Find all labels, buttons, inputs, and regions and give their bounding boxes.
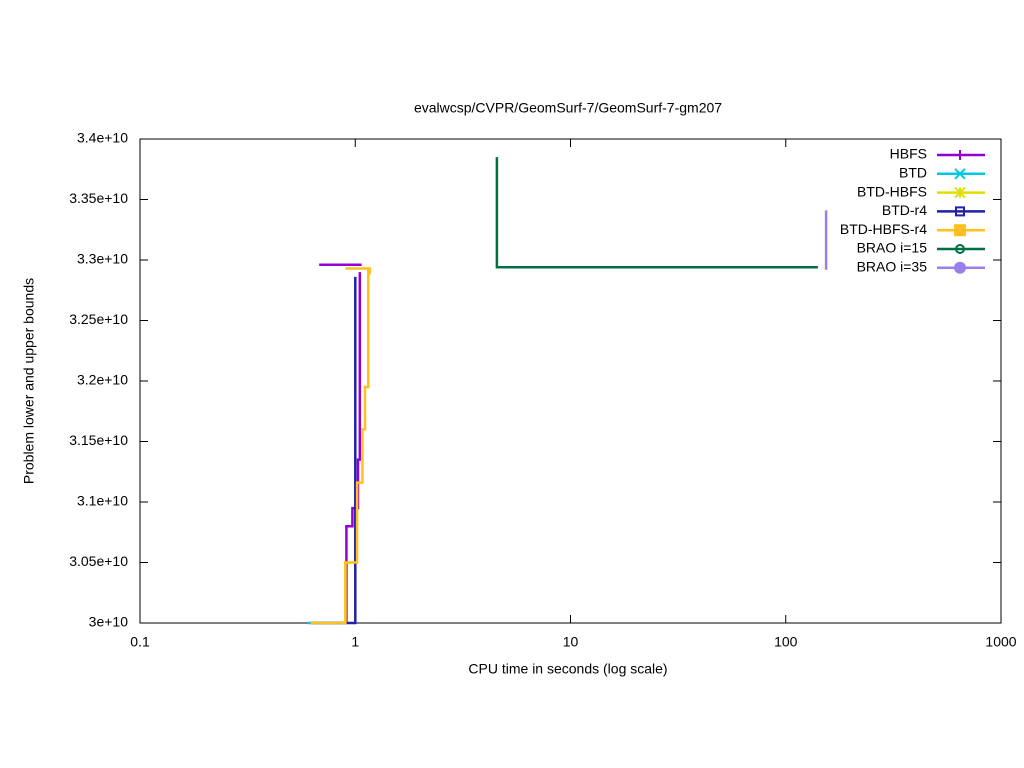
y-tick-label: 3e+10: [89, 614, 129, 630]
x-axis-label: CPU time in seconds (log scale): [468, 661, 667, 677]
series-line: [495, 157, 818, 269]
legend-marker: [955, 244, 965, 254]
legend-label: BTD-HBFS: [857, 183, 927, 199]
legend-marker: [954, 224, 966, 237]
legend-marker: [954, 168, 966, 180]
plot-border: [139, 138, 1002, 624]
x-tick-label: 1: [351, 634, 359, 650]
x-tick-label: 100: [774, 634, 798, 650]
legend-label: BTD-HBFS-r4: [840, 221, 927, 237]
series-line: [824, 210, 828, 270]
legend-label: BRAO i=15: [857, 240, 928, 256]
legend-marker: [954, 186, 966, 199]
chart-title: evalwcsp/CVPR/GeomSurf-7/GeomSurf-7-gm20…: [414, 100, 722, 116]
legend-label: HBFS: [890, 146, 927, 162]
y-tick-label: 3.05e+10: [69, 553, 128, 569]
y-tick-label: 3.1e+10: [77, 493, 128, 509]
y-tick-label: 3.3e+10: [77, 251, 128, 267]
legend-marker: [955, 150, 965, 160]
y-tick-label: 3.25e+10: [69, 311, 128, 327]
legend-marker: [954, 261, 966, 274]
series-line: [310, 267, 372, 625]
y-tick-label: 3.4e+10: [77, 130, 128, 146]
y-tick-label: 3.15e+10: [69, 432, 128, 448]
y-tick-label: 3.2e+10: [77, 372, 128, 388]
x-tick-label: 0.1: [130, 634, 150, 650]
legend-label: BTD-r4: [882, 202, 927, 218]
x-tick-label: 10: [563, 634, 579, 650]
series-line: [310, 276, 357, 625]
legend-label: BTD: [899, 165, 927, 181]
y-tick-label: 3.35e+10: [69, 190, 128, 206]
legend-marker: [955, 206, 965, 217]
x-tick-label: 1000: [985, 634, 1016, 650]
y-axis-label: Problem lower and upper bounds: [21, 278, 37, 484]
legend-label: BRAO i=35: [857, 259, 928, 275]
